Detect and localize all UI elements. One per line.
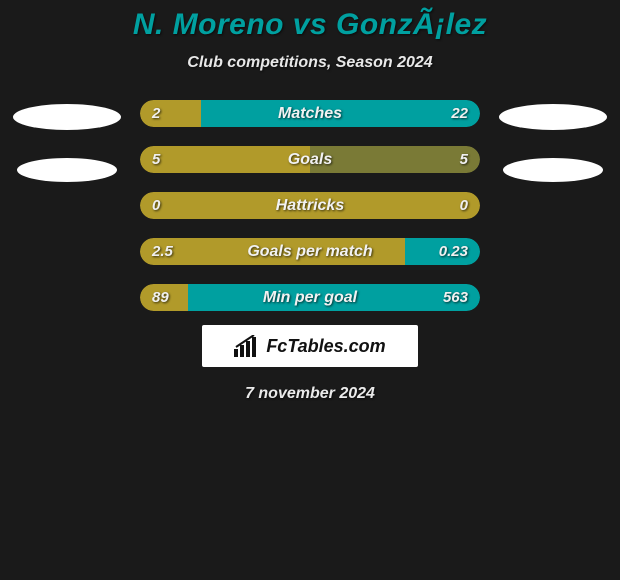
right-team-logos — [498, 100, 608, 210]
page-title: N. Moreno vs GonzÃ¡lez — [0, 8, 620, 42]
metric-label: Matches — [140, 100, 480, 127]
date: 7 november 2024 — [0, 385, 620, 403]
team-logo-placeholder — [499, 104, 607, 130]
subtitle: Club competitions, Season 2024 — [0, 54, 620, 72]
left-team-logos — [12, 100, 122, 210]
metric-row: 222Matches — [140, 100, 480, 127]
brand-text: FcTables.com — [266, 336, 385, 357]
brand-logo: FcTables.com — [202, 325, 418, 367]
metric-label: Goals — [140, 146, 480, 173]
team-logo-placeholder — [13, 104, 121, 130]
metric-label: Goals per match — [140, 238, 480, 265]
bar-chart: 222Matches 55Goals 00Hattricks 2.50.23Goals… — [140, 100, 480, 311]
metric-label: Hattricks — [140, 192, 480, 219]
bar-chart-icon — [234, 335, 260, 357]
metric-row: 2.50.23Goals per match — [140, 238, 480, 265]
team-logo-placeholder — [17, 158, 117, 182]
metric-row: 00Hattricks — [140, 192, 480, 219]
metric-row: 55Goals — [140, 146, 480, 173]
metric-label: Min per goal — [140, 284, 480, 311]
chart-area: 222Matches 55Goals 00Hattricks 2.50.23Goals… — [0, 100, 620, 311]
comparison-widget: N. Moreno vs GonzÃ¡lez Club competitions… — [0, 0, 620, 403]
metric-row: 89563Min per goal — [140, 284, 480, 311]
team-logo-placeholder — [503, 158, 603, 182]
